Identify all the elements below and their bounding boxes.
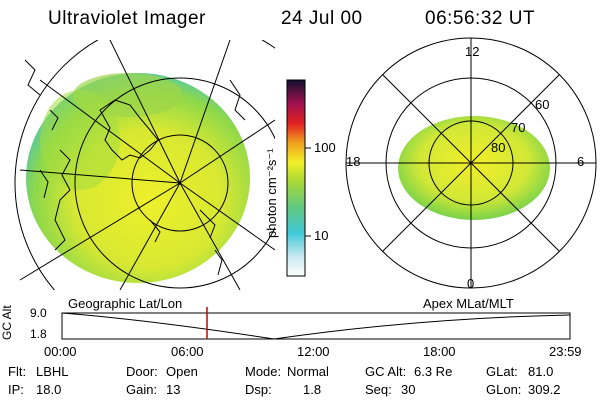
glat-value: 81.0 <box>528 364 554 379</box>
flt-value: LBHL <box>36 364 69 379</box>
lat-70-label: 70 <box>511 120 526 135</box>
seq-label: Seq: <box>365 382 392 397</box>
ip-value: 18.0 <box>36 382 62 397</box>
mlt-12-label: 12 <box>465 44 480 59</box>
xtick-0000: 00:00 <box>44 344 77 359</box>
xtick-1800: 18:00 <box>423 344 456 359</box>
date-label: 24 Jul 00 <box>281 8 363 29</box>
instrument-title: Ultraviolet Imager <box>48 8 206 29</box>
coastlines <box>24 59 246 276</box>
altitude-ylabel: GC Alt <box>0 305 14 340</box>
xtick-2359: 23:59 <box>549 344 582 359</box>
colorbar <box>286 79 311 277</box>
glat-label: GLat: <box>486 364 518 379</box>
door-label: Door: <box>126 364 158 379</box>
flt-label: Flt: <box>8 364 27 379</box>
colorbar-label: photon cm⁻²s⁻¹ <box>264 148 279 238</box>
glon-label: GLon: <box>486 382 522 397</box>
glon-value: 309.2 <box>528 382 561 397</box>
mode-label: Mode: <box>245 364 282 379</box>
altitude-ytick-9: 9.0 <box>30 306 47 320</box>
altitude-plot <box>61 307 571 340</box>
mlt-0-label: 0 <box>467 276 475 291</box>
altitude-ytick-1.8: 1.8 <box>30 327 47 341</box>
lat-60-label: 60 <box>535 97 550 112</box>
polar-plot <box>345 37 597 289</box>
dsp-label: Dsp: <box>245 382 272 397</box>
altitude-curve <box>61 312 571 340</box>
geographic-caption: Geographic Lat/Lon <box>68 296 183 311</box>
gcalt-value: 6.3 Re <box>414 364 453 379</box>
mlt-18-label: 18 <box>346 154 361 169</box>
xtick-1200: 12:00 <box>297 344 330 359</box>
colorbar-tick-100: 100 <box>314 140 336 155</box>
apex-caption: Apex MLat/MLT <box>423 296 514 311</box>
seq-value: 30 <box>401 382 416 397</box>
colorbar-tick-10: 10 <box>314 228 329 243</box>
mode-value: Normal <box>287 364 329 379</box>
xtick-0600: 06:00 <box>171 344 204 359</box>
mlt-6-label: 6 <box>577 154 585 169</box>
gcalt-label: GC Alt: <box>365 364 407 379</box>
door-value: Open <box>166 364 198 379</box>
gain-value: 13 <box>166 382 181 397</box>
aurora-oval-right <box>398 116 550 220</box>
dsp-value: 1.8 <box>303 382 322 397</box>
time-label: 06:56:32 UT <box>425 8 536 29</box>
gain-label: Gain: <box>126 382 158 397</box>
lat-80-label: 80 <box>491 140 506 155</box>
ip-label: IP: <box>8 382 24 397</box>
